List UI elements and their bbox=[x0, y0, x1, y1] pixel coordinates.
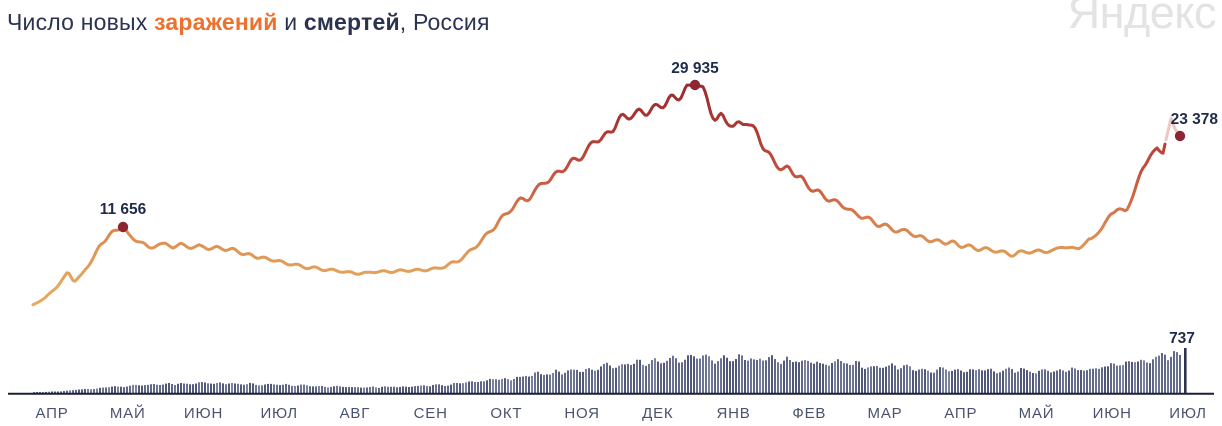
peak-value-label: 737 bbox=[1169, 330, 1195, 347]
x-axis-labels: АПР МАЙ ИЮН ИЮЛ АВГ СЕН ОКТ НОЯ ДЕК ЯНВ ФЕВ МАР АПР М… bbox=[35, 404, 1207, 422]
x-axis-label: НОЯ bbox=[564, 405, 599, 422]
x-axis-label: ОКТ bbox=[490, 405, 522, 422]
x-axis-label: АПР bbox=[944, 405, 977, 422]
x-axis-label: АПР bbox=[35, 405, 68, 422]
deaths-bars bbox=[33, 348, 1187, 393]
title-prefix: Число новых bbox=[7, 9, 155, 35]
peak-dot bbox=[689, 79, 701, 91]
title-suffix: , Россия bbox=[399, 9, 490, 35]
x-axis-label: МАР bbox=[868, 405, 903, 422]
x-axis-label: АВГ bbox=[340, 405, 371, 422]
peak-value-label: 23 378 bbox=[1171, 111, 1219, 128]
x-axis-label: СЕН bbox=[414, 405, 448, 422]
x-axis-label: МАЙ bbox=[110, 404, 146, 422]
x-axis-label: ИЮН bbox=[184, 405, 223, 422]
x-axis-label: ДЕК bbox=[642, 405, 673, 422]
x-axis-label: ЯНВ bbox=[717, 405, 751, 422]
peak-value-label: 29 935 bbox=[671, 60, 719, 77]
title-word-deaths: смертей bbox=[303, 9, 400, 35]
title-conjunction: и bbox=[277, 9, 304, 35]
x-axis-label: ИЮЛ bbox=[260, 405, 298, 422]
title-word-infections: заражений bbox=[154, 9, 278, 35]
peak-value-label: 11 656 bbox=[100, 201, 147, 218]
x-axis-label: ФЕВ bbox=[792, 405, 826, 422]
x-axis-label: ИЮН bbox=[1093, 405, 1132, 422]
peak-dot bbox=[117, 221, 129, 233]
chart-title: Число новых заражений и смертей, Россия bbox=[7, 8, 490, 36]
yandex-logo: Яндекс bbox=[1067, 0, 1217, 38]
last-deaths-bar bbox=[1184, 348, 1187, 393]
x-axis-label: МАЙ bbox=[1019, 404, 1055, 422]
x-axis-label: ИЮЛ bbox=[1169, 405, 1207, 422]
peak-dot bbox=[1174, 130, 1186, 142]
infections-line bbox=[31, 83, 1167, 307]
